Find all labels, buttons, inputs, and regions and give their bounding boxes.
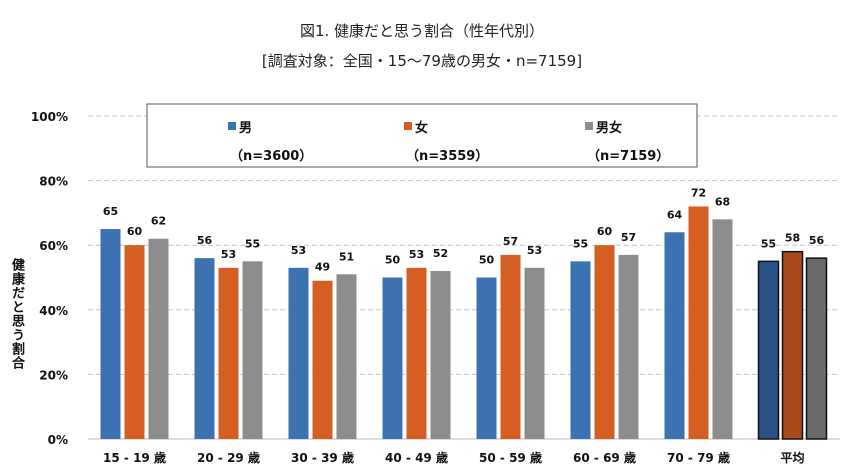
legend-n-label: （n=3559） <box>406 148 488 164</box>
data-label: 55 <box>245 237 260 250</box>
bar <box>336 274 357 439</box>
bar <box>194 258 215 439</box>
data-label: 56 <box>197 234 213 247</box>
bar <box>476 277 497 439</box>
legend-swatch <box>404 122 412 130</box>
data-label: 72 <box>691 186 706 199</box>
data-label: 53 <box>291 244 306 257</box>
bar <box>148 238 169 439</box>
bar <box>406 267 427 439</box>
legend-label: 女 <box>415 120 428 136</box>
x-tick-label: 40 - 49 歳 <box>385 450 448 465</box>
data-label: 49 <box>315 261 330 274</box>
chart-subtitle: [調査対象：全国・15～79歳の男女・n=7159] <box>261 52 583 70</box>
bar <box>500 254 521 439</box>
legend-swatch <box>228 122 236 130</box>
data-label: 57 <box>503 235 518 248</box>
chart-title: 図1. 健康だと思う割合（性年代別） <box>299 22 545 40</box>
bar <box>124 245 145 439</box>
data-label: 62 <box>151 215 166 228</box>
x-tick-label: 60 - 69 歳 <box>573 450 636 465</box>
legend-label: 男 <box>239 121 252 136</box>
data-label: 53 <box>409 248 424 261</box>
y-axis-label: 健康だと思う割合 <box>9 258 24 370</box>
y-tick-label: 0% <box>48 433 68 447</box>
legend-n-label: （n=7159） <box>587 148 669 164</box>
y-tick-label: 80% <box>39 175 68 189</box>
bar <box>781 250 804 440</box>
data-label: 52 <box>433 247 448 260</box>
data-label: 65 <box>103 205 118 218</box>
x-tick-label: 15 - 19 歳 <box>103 450 166 465</box>
x-tick-label: 平均 <box>780 450 804 465</box>
bar <box>382 277 403 439</box>
legend-n-label: （n=3600） <box>230 148 312 164</box>
data-label: 56 <box>809 234 825 247</box>
data-label: 60 <box>597 225 613 238</box>
data-label: 55 <box>761 237 776 250</box>
x-tick-label: 70 - 79 歳 <box>667 450 730 465</box>
x-tick-label: 50 - 59 歳 <box>479 450 542 465</box>
data-label: 53 <box>221 248 236 261</box>
bar <box>524 267 545 439</box>
data-label: 60 <box>127 225 143 238</box>
data-label: 51 <box>339 250 354 263</box>
data-label: 68 <box>715 195 730 208</box>
y-tick-label: 100% <box>31 110 68 124</box>
data-label: 50 <box>385 254 401 267</box>
data-label: 58 <box>785 232 800 245</box>
bar <box>618 254 639 439</box>
bar <box>312 280 333 439</box>
bar <box>430 271 451 439</box>
data-label: 50 <box>479 254 495 267</box>
bar <box>570 261 591 439</box>
bar <box>757 260 780 440</box>
y-tick-label: 60% <box>39 239 68 253</box>
legend-swatch <box>585 122 593 130</box>
data-label: 53 <box>527 244 542 257</box>
bar <box>242 261 263 439</box>
bar <box>805 257 828 440</box>
x-tick-label: 20 - 29 歳 <box>197 450 260 465</box>
legend-box <box>146 103 698 168</box>
bar <box>218 267 239 439</box>
bar <box>100 229 121 439</box>
y-tick-label: 40% <box>39 304 68 318</box>
bar <box>288 267 309 439</box>
bar <box>712 219 733 439</box>
legend-label: 男女 <box>596 120 622 136</box>
x-tick-label: 30 - 39 歳 <box>291 450 354 465</box>
bar <box>594 245 615 439</box>
bar <box>664 232 685 439</box>
y-tick-label: 20% <box>39 368 68 382</box>
data-label: 64 <box>667 208 683 221</box>
data-label: 55 <box>573 237 588 250</box>
bar <box>688 206 709 439</box>
data-label: 57 <box>621 231 636 244</box>
